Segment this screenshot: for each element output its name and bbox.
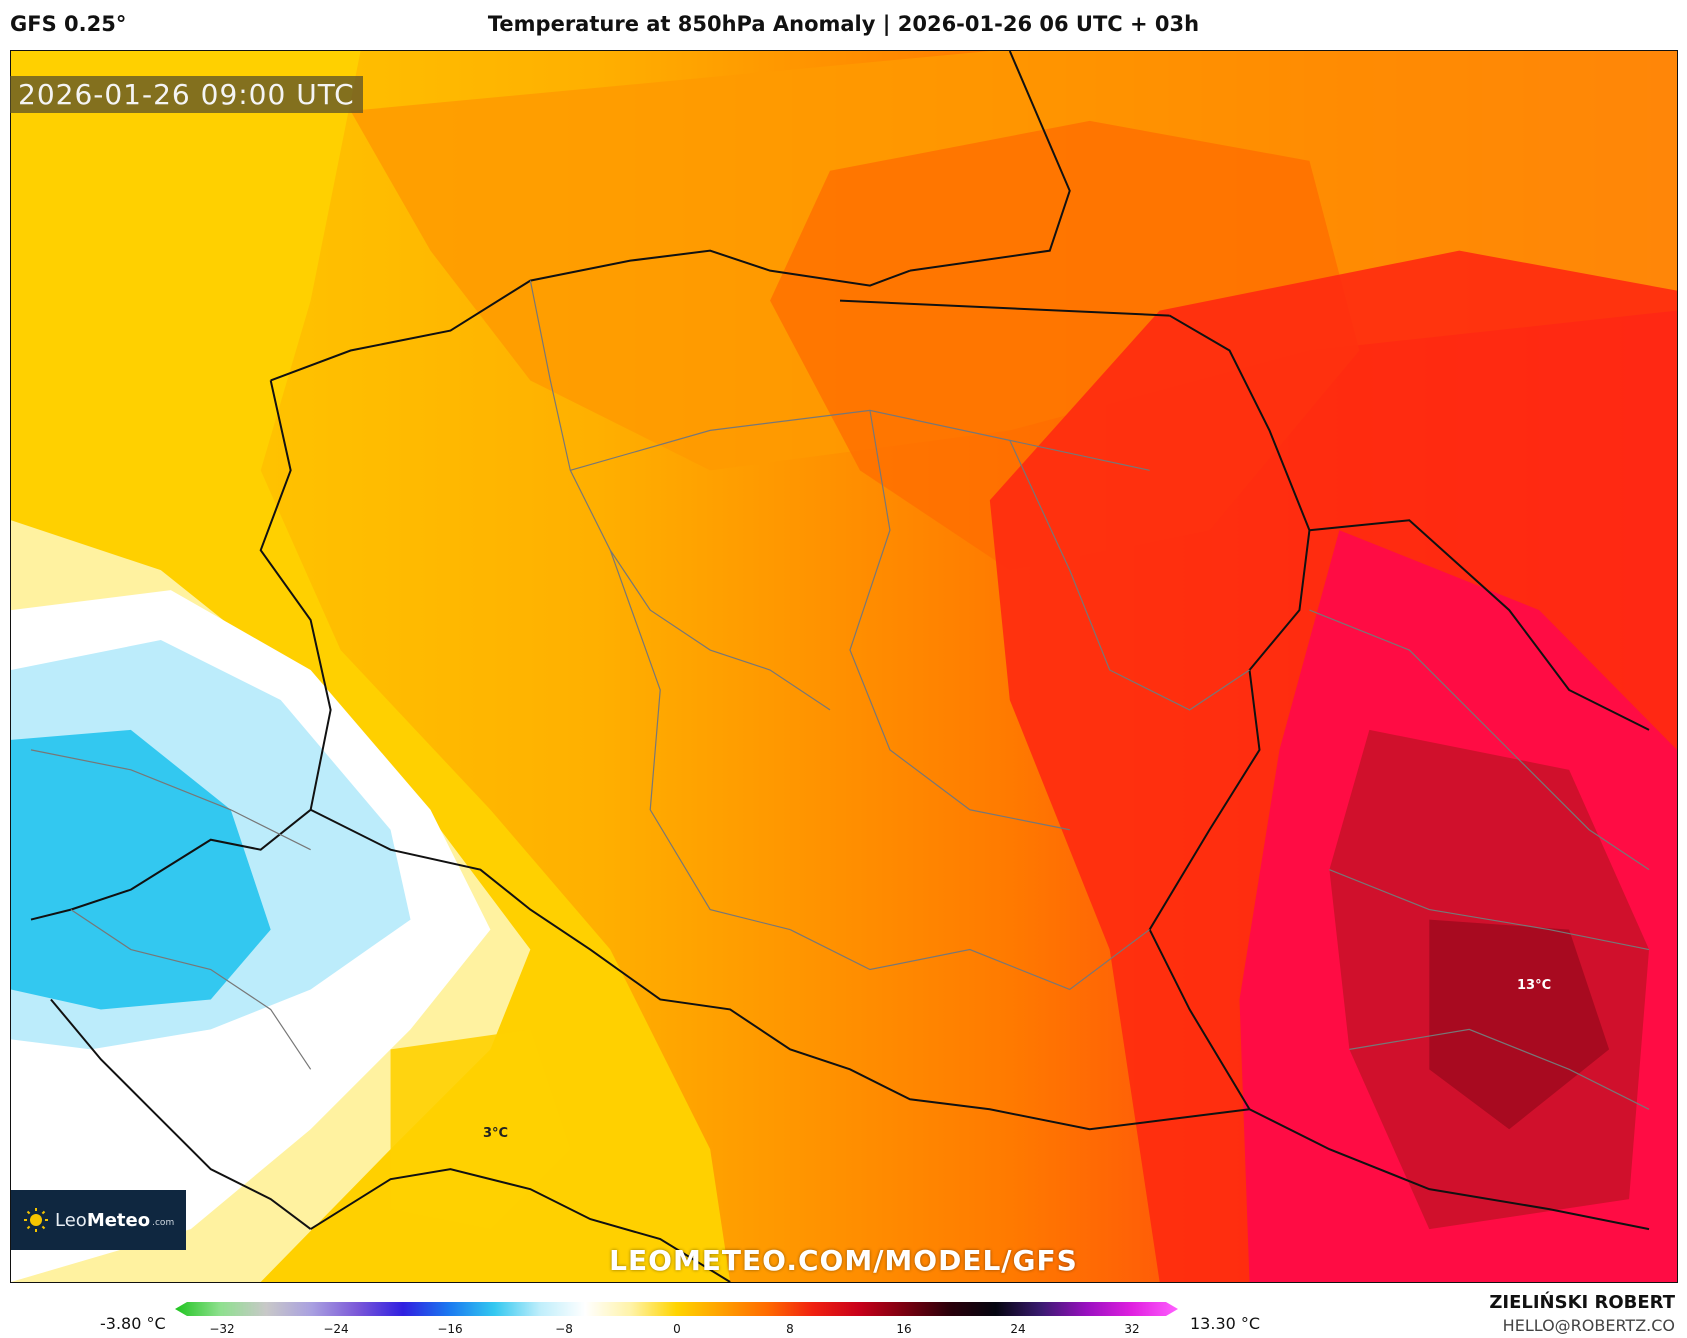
field-maximum xyxy=(1429,919,1610,1130)
colorbar-tick: −24 xyxy=(323,1322,349,1336)
map-area[interactable]: 13°C 3°C 1°C xyxy=(10,50,1678,1283)
colorbar-tick: −8 xyxy=(555,1322,573,1336)
leometeo-logo[interactable]: Leo Meteo .com xyxy=(11,1190,186,1250)
field-yellow-south xyxy=(390,1029,571,1230)
colorbar-max-value: 13.30 °C xyxy=(1190,1314,1261,1333)
logo-text-leo: Leo xyxy=(55,1209,87,1231)
colorbar xyxy=(175,1302,1178,1316)
map-title: Temperature at 850hPa Anomaly | 2026-01-… xyxy=(487,12,1200,36)
valid-time-badge: 2026-01-26 09:00 UTC xyxy=(10,76,363,113)
sun-icon xyxy=(23,1207,49,1233)
colorbar-min-value: -3.80 °C xyxy=(100,1314,166,1333)
model-name: GFS 0.25° xyxy=(10,12,127,36)
label-temp-3: 3°C xyxy=(483,1126,509,1141)
colorbar-tick: 16 xyxy=(896,1322,912,1336)
colorbar-tick: 8 xyxy=(786,1322,794,1336)
borders-national xyxy=(30,51,1650,1282)
label-max-temp: 13°C xyxy=(1517,978,1552,993)
colorbar-tick: −32 xyxy=(209,1322,235,1336)
author-name: ZIELIŃSKI ROBERT xyxy=(1489,1292,1675,1313)
author-email[interactable]: HELLO@ROBERTZ.CO xyxy=(1502,1316,1675,1335)
colorbar-tick: −16 xyxy=(437,1322,463,1336)
colorbar-tick: 24 xyxy=(1010,1322,1026,1336)
logo-text-meteo: Meteo xyxy=(86,1209,151,1231)
watermark-url: LEOMETEO.COM/MODEL/GFS xyxy=(609,1244,1078,1277)
map-canvas xyxy=(11,51,1677,1282)
borders-regional xyxy=(30,280,1650,1110)
logo-text-domain: .com xyxy=(152,1218,175,1228)
colorbar-ticks: −32 −24 −16 −8 0 8 16 24 32 xyxy=(175,1322,1178,1338)
colorbar-tick: 0 xyxy=(673,1322,681,1336)
colorbar-tick: 32 xyxy=(1124,1322,1140,1336)
